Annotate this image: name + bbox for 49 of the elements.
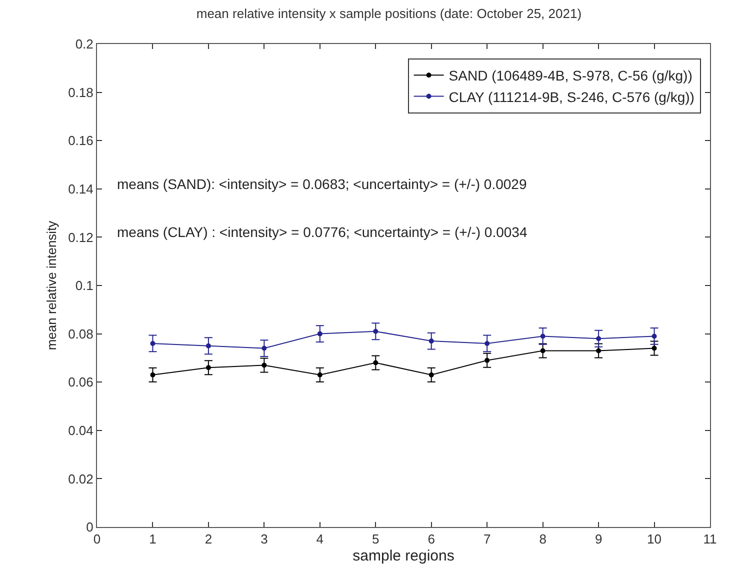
x-tick-label: 5 bbox=[372, 532, 380, 547]
point bbox=[484, 358, 490, 363]
point bbox=[317, 372, 322, 378]
x-tick-label: 8 bbox=[539, 532, 546, 547]
y-tick-label: 0.04 bbox=[68, 422, 94, 438]
x-tick-label: 7 bbox=[483, 532, 491, 547]
y-tick-label: 0.2 bbox=[75, 36, 94, 52]
point bbox=[262, 362, 267, 368]
point bbox=[150, 372, 156, 378]
y-tick-label: 0.14 bbox=[68, 181, 94, 196]
x-axis-title: sample regions bbox=[352, 548, 454, 565]
point bbox=[484, 340, 490, 346]
point bbox=[150, 340, 156, 346]
point bbox=[652, 334, 657, 339]
x-tick-label: 4 bbox=[316, 532, 324, 547]
point bbox=[373, 328, 378, 334]
chart-title: mean relative intensity x sample positions (date: October 25, 2021) bbox=[196, 6, 582, 21]
point bbox=[373, 360, 378, 366]
point bbox=[428, 372, 434, 378]
x-tick-label: 3 bbox=[260, 532, 268, 547]
y-tick-label: 0.12 bbox=[68, 230, 94, 245]
point bbox=[317, 331, 322, 336]
x-tick-label: 6 bbox=[428, 532, 435, 547]
point bbox=[262, 346, 267, 351]
y-tick-label: 0 bbox=[86, 520, 94, 535]
y-tick-label: 0.1 bbox=[75, 278, 94, 294]
point bbox=[596, 348, 602, 354]
y-axis-title: mean relative intensity bbox=[44, 220, 60, 350]
y-tick-label: 0.18 bbox=[68, 84, 94, 100]
point bbox=[206, 343, 211, 348]
x-tick-label: 1 bbox=[149, 532, 156, 547]
point bbox=[652, 346, 657, 351]
x-tick-label: 10 bbox=[647, 532, 662, 547]
y-tick-label: 0.06 bbox=[68, 374, 94, 390]
x-tick-label: 2 bbox=[204, 532, 212, 547]
x-tick-label: 11 bbox=[703, 532, 717, 547]
annotation: means (SAND): <intensity> = 0.0683; <uncertainty> = (+/-) 0.0029 bbox=[117, 176, 527, 192]
point bbox=[206, 365, 211, 370]
point bbox=[428, 338, 434, 344]
point bbox=[596, 336, 602, 342]
y-tick-label: 0.08 bbox=[68, 326, 94, 342]
legend-label: CLAY (111214-9B, S-246, C-576 (g/kg)) bbox=[448, 88, 694, 105]
y-tick-label: 0.16 bbox=[68, 133, 94, 148]
legend-label: SAND (106489-4B, S-978, C-56 (g/kg)) bbox=[448, 68, 692, 84]
point bbox=[540, 348, 546, 354]
annotation: means (CLAY) : <intensity> = 0.0776; <uncertainty> = (+/-) 0.0034 bbox=[117, 224, 528, 240]
point bbox=[540, 334, 546, 339]
x-tick-label: 9 bbox=[594, 532, 602, 547]
y-tick-label: 0.02 bbox=[68, 471, 94, 486]
